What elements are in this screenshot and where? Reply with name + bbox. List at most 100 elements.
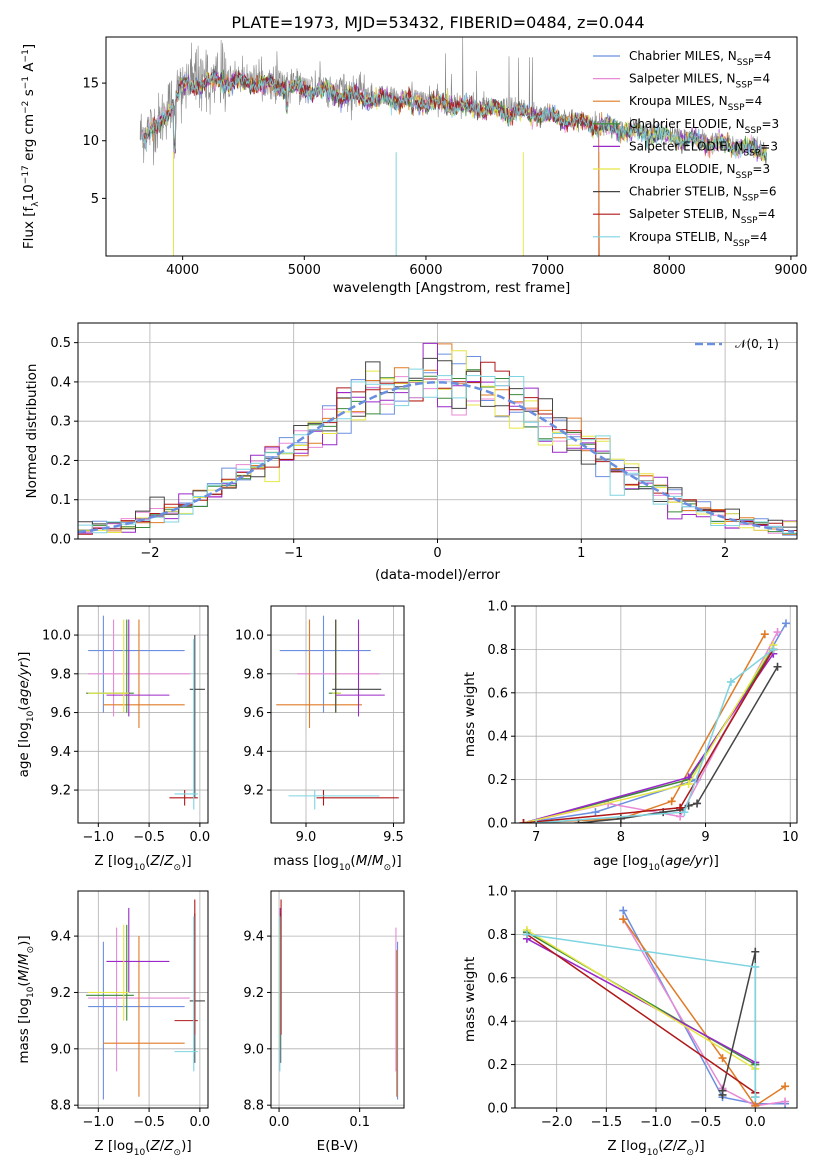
errorbar-kroupa-miles <box>103 936 185 1097</box>
errorbar-salpeter-elodie <box>106 907 170 993</box>
series-marker <box>781 1082 790 1091</box>
series-kroupa-miles <box>519 630 769 823</box>
x-axis-label: E(B-V) <box>317 1138 359 1154</box>
x-tick-label: −1.5 <box>591 1115 623 1130</box>
x-tick-label: 7 <box>532 830 540 845</box>
y-tick-label: 0.6 <box>487 971 508 986</box>
x-axis-label: (data-model)/error <box>375 567 501 583</box>
y-axis-label: Normed distribution <box>24 364 40 499</box>
series-marker <box>751 962 760 971</box>
x-tick-label: −2 <box>140 546 159 561</box>
x-tick-label: 1 <box>577 546 585 561</box>
y-tick-label: 0.4 <box>487 1015 508 1030</box>
y-tick-label: 0.6 <box>487 686 508 701</box>
errorbar-kroupa-miles <box>103 619 185 729</box>
errorbar-chabrier-miles <box>88 941 185 1100</box>
axes-frame <box>514 605 798 824</box>
plot-area <box>519 619 790 823</box>
series-salpeter-miles <box>619 915 790 1108</box>
y-tick-label: 9.8 <box>243 667 264 682</box>
series-line <box>526 929 756 1070</box>
legend-label: Salpeter STELIB, NSSP=4 <box>629 207 775 226</box>
legend-label: Kroupa MILES, NSSP=4 <box>629 94 762 113</box>
y-tick-label: 9.2 <box>50 784 71 799</box>
y-tick-label: 10.0 <box>42 629 71 644</box>
series-marker <box>522 930 531 939</box>
errorbar-salpeter-stelib <box>174 899 198 1035</box>
errorbar-chabrier-elodie <box>328 619 341 713</box>
series-kroupa-elodie <box>522 926 760 1073</box>
gaussian-reference-line <box>78 381 795 534</box>
legend-label: Salpeter ELODIE, NSSP=3 <box>629 139 778 158</box>
x-axis-label: mass [log10(M/M⊙)] <box>273 853 401 873</box>
y-tick-label: 0.4 <box>487 730 508 745</box>
y-tick-label: 9.6 <box>50 706 71 721</box>
axes-frame <box>77 322 798 540</box>
y-tick-label: 9.4 <box>243 745 264 760</box>
x-tick-label: 0.0 <box>190 1115 211 1130</box>
legend: Chabrier MILES, NSSP=4 Salpeter MILES, NS… <box>593 49 779 249</box>
errorbar-kroupa-stelib <box>174 916 198 1072</box>
legend-label: 𝒩(0, 1) <box>735 337 779 351</box>
series-line <box>523 644 774 823</box>
panel-residuals: −2 −1 0 1 2 0.0 0.1 0.2 0.3 0.4 0.5 (data-model)/er… <box>24 322 798 583</box>
series-marker <box>519 819 528 823</box>
series-line <box>526 931 756 1066</box>
x-tick-label: 0 <box>433 546 441 561</box>
series-marker <box>718 1086 727 1095</box>
axes-frame <box>105 36 798 257</box>
y-tick-label: 9.4 <box>50 930 71 945</box>
x-axis-label: wavelength [Angstrom, rest frame] <box>333 280 571 296</box>
panel-massweight_vs_Z: −2.0 −1.5 −1.0 −0.5 0.0 0.0 0.2 0.4 0.6 0.8 1.0 Z [… <box>462 885 798 1158</box>
y-tick-label: 9.2 <box>50 986 71 1001</box>
series-marker <box>751 1101 760 1108</box>
axes-frame <box>514 890 798 1109</box>
y-tick-label: 10.0 <box>235 629 264 644</box>
y-axis-label: age [log10(age/yr)] <box>16 652 36 778</box>
axes-frame <box>77 890 209 1109</box>
axes-frame <box>270 605 405 824</box>
legend-label: Kroupa STELIB, NSSP=4 <box>629 230 767 249</box>
errorbar-chabrier-stelib <box>189 635 205 798</box>
y-tick-label: 9.6 <box>243 706 264 721</box>
x-tick-label: −0.5 <box>690 1115 722 1130</box>
x-tick-label: 0.0 <box>745 1115 766 1130</box>
errorbar-kroupa-elodie <box>332 619 341 713</box>
y-axis-label: mass weight <box>462 957 478 1042</box>
series-marker <box>769 645 778 654</box>
series-marker <box>760 630 769 639</box>
x-tick-label: −0.5 <box>133 1115 165 1130</box>
legend-label: Chabrier ELODIE, NSSP=3 <box>629 117 779 136</box>
series-chabrier-stelib <box>718 947 760 1102</box>
y-axis-label: mass [log10(M/M⊙)] <box>16 935 36 1063</box>
x-tick-label: 10 <box>782 830 799 845</box>
y-axis-label: mass weight <box>462 672 478 757</box>
series-line <box>622 910 786 1105</box>
x-axis-label: Z [log10(Z/Z⊙)] <box>607 1138 704 1158</box>
series-line <box>721 951 757 1098</box>
y-tick-label: 0.1 <box>50 493 71 508</box>
errorbar-kroupa-miles <box>276 619 362 729</box>
legend-label: Kroupa ELODIE, NSSP=3 <box>629 162 770 181</box>
series-kroupa-miles <box>619 915 790 1108</box>
errorbar-chabrier-elodie <box>86 619 134 713</box>
series-marker <box>781 1097 790 1106</box>
series-line <box>536 648 774 823</box>
x-axis-label: age [log10(age/yr)] <box>593 853 719 873</box>
y-tick-label: 15 <box>82 77 99 92</box>
y-tick-label: 5 <box>91 192 99 207</box>
errorbar-kroupa-stelib <box>174 638 198 810</box>
y-tick-label: 0.4 <box>50 375 71 390</box>
x-tick-label: 8 <box>617 830 625 845</box>
errorbar-chabrier-elodie <box>86 924 134 1021</box>
errorbar-chabrier-stelib <box>332 619 382 713</box>
y-tick-label: 0.8 <box>487 928 508 943</box>
x-tick-label: 0.1 <box>349 1115 370 1130</box>
plot-area <box>86 899 205 1100</box>
x-tick-label: 4000 <box>166 263 199 278</box>
y-tick-label: 8.8 <box>50 1099 71 1114</box>
series-marker <box>619 906 628 915</box>
series-marker <box>619 915 628 924</box>
x-tick-label: −1 <box>284 546 303 561</box>
